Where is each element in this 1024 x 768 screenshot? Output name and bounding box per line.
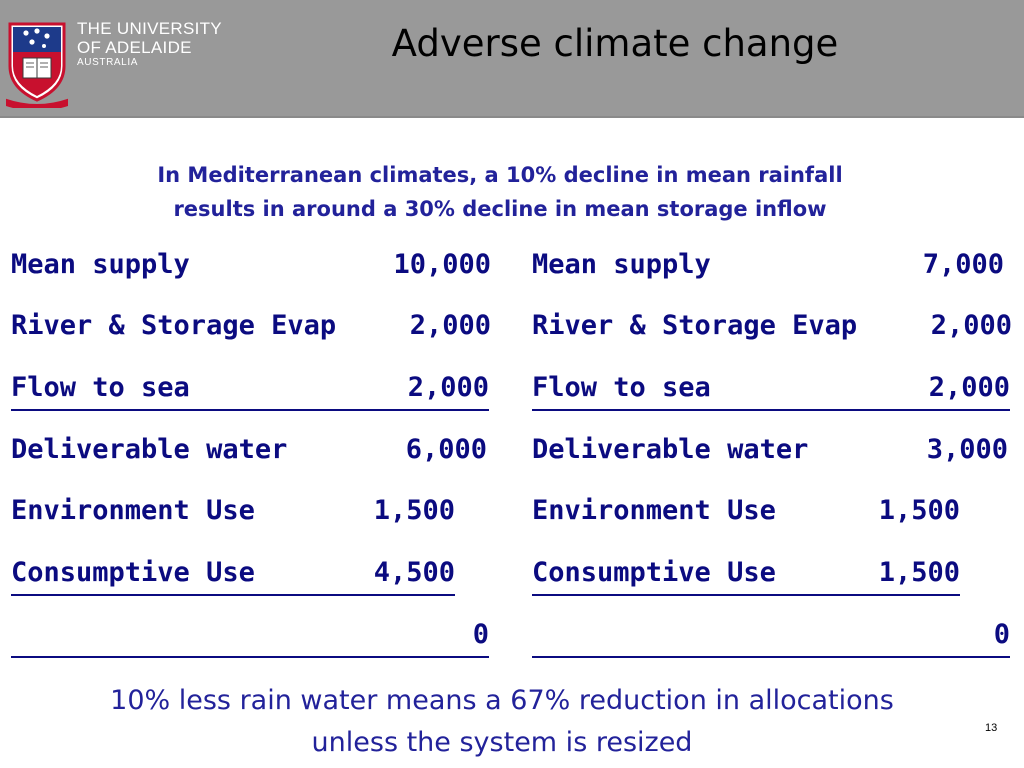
row-value: 1,500 xyxy=(878,495,960,526)
slide-title: Adverse climate change xyxy=(391,22,839,65)
row-value: 1,500 xyxy=(373,495,455,526)
right-row-flow-to-sea: Flow to sea 2,000 xyxy=(532,372,1010,411)
row-value: 3,000 xyxy=(926,434,1008,465)
row-value: 2,000 xyxy=(407,372,489,403)
row-label: Consumptive Use xyxy=(11,557,255,588)
left-row-consumptive: Consumptive Use 4,500 xyxy=(11,557,455,596)
row-label: Environment Use xyxy=(532,495,776,526)
subtitle-line2: results in around a 30% decline in mean … xyxy=(173,197,827,221)
left-row-mean-supply: Mean supply 10,000 xyxy=(11,249,491,289)
row-value: 6,000 xyxy=(405,434,487,465)
row-value: 2,000 xyxy=(928,372,1010,403)
row-value: 2,000 xyxy=(409,310,491,341)
right-row-evap: River & Storage Evap 2,000 xyxy=(532,310,1012,350)
row-value: 0 xyxy=(472,619,489,650)
row-value: 2,000 xyxy=(930,310,1012,341)
right-row-environment: Environment Use 1,500 xyxy=(532,495,960,535)
row-label: Deliverable water xyxy=(11,434,288,465)
university-line1: THE UNIVERSITY xyxy=(77,19,222,38)
page-number: 13 xyxy=(985,722,998,734)
right-row-remainder: 0 xyxy=(532,619,1010,658)
conclusion-line1: 10% less rain water means a 67% reductio… xyxy=(110,685,894,716)
row-label: Flow to sea xyxy=(11,372,190,403)
row-label: Deliverable water xyxy=(532,434,809,465)
row-value: 1,500 xyxy=(878,557,960,588)
university-wordmark: THE UNIVERSITY OF ADELAIDE AUSTRALIA xyxy=(77,20,222,68)
row-value: 10,000 xyxy=(393,249,491,280)
university-line2: OF ADELAIDE xyxy=(77,38,192,57)
row-value: 7,000 xyxy=(922,249,1004,280)
subtitle: In Mediterranean climates, a 10% decline… xyxy=(60,158,940,226)
left-row-evap: River & Storage Evap 2,000 xyxy=(11,310,491,350)
left-row-remainder: 0 xyxy=(11,619,489,658)
right-row-mean-supply: Mean supply 7,000 xyxy=(532,249,1004,289)
university-line3: AUSTRALIA xyxy=(77,57,138,68)
conclusion-line2: unless the system is resized xyxy=(311,727,693,758)
row-label: River & Storage Evap xyxy=(532,310,858,341)
row-label: Mean supply xyxy=(11,249,190,280)
left-row-environment: Environment Use 1,500 xyxy=(11,495,455,535)
conclusion: 10% less rain water means a 67% reductio… xyxy=(0,680,1004,764)
row-label: Consumptive Use xyxy=(532,557,776,588)
row-label: Environment Use xyxy=(11,495,255,526)
row-label: Flow to sea xyxy=(532,372,711,403)
row-label: River & Storage Evap xyxy=(11,310,337,341)
right-row-consumptive: Consumptive Use 1,500 xyxy=(532,557,960,596)
header-bar: THE UNIVERSITY OF ADELAIDE AUSTRALIA Adv… xyxy=(0,0,1024,118)
left-row-flow-to-sea: Flow to sea 2,000 xyxy=(11,372,489,411)
row-value: 0 xyxy=(993,619,1010,650)
university-crest-icon xyxy=(6,22,68,108)
subtitle-line1: In Mediterranean climates, a 10% decline… xyxy=(157,163,843,187)
row-label: Mean supply xyxy=(532,249,711,280)
right-row-deliverable: Deliverable water 3,000 xyxy=(532,434,1008,474)
row-value: 4,500 xyxy=(373,557,455,588)
left-row-deliverable: Deliverable water 6,000 xyxy=(11,434,487,474)
